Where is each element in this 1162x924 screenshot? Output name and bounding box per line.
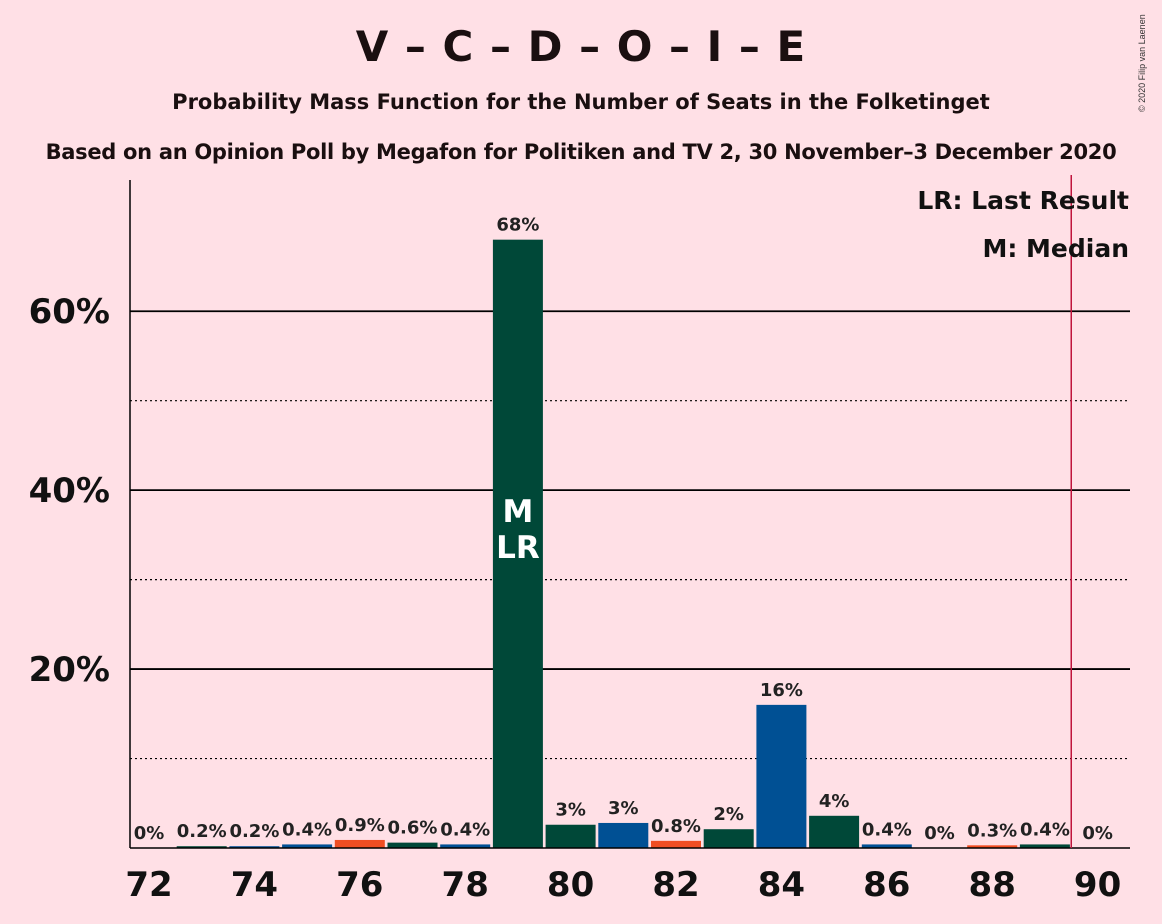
legend-entry-0: LR: Last Result	[917, 186, 1129, 215]
data-label-73: 0.2%	[177, 821, 227, 842]
bar-78	[440, 844, 491, 848]
chart-source-subtitle: Based on an Opinion Poll by Megafon for …	[45, 140, 1117, 164]
last-result-marker: LR	[496, 530, 540, 566]
bars	[176, 239, 1070, 849]
bar-89	[1019, 844, 1070, 848]
data-label-79: 68%	[496, 215, 539, 236]
tick-labels: 72 74 76 78 80 82 84 86 88 90 20% 40% 60%	[29, 292, 1122, 905]
y-tick-20: 20%	[29, 650, 110, 690]
data-label-83: 2%	[713, 804, 744, 825]
bar-73	[176, 846, 227, 848]
y-tick-60: 60%	[29, 292, 110, 332]
chart-subtitle: Probability Mass Function for the Number…	[172, 90, 990, 114]
x-tick-78: 78	[442, 865, 489, 905]
bar-76	[334, 839, 385, 848]
data-label-90: 0%	[1082, 823, 1113, 844]
legend: LR: Last Result M: Median	[917, 186, 1129, 263]
data-label-84: 16%	[760, 680, 803, 701]
bar-85	[809, 815, 860, 848]
bar-86	[861, 844, 912, 848]
data-label-86: 0.4%	[862, 819, 912, 840]
median-marker: M	[502, 494, 533, 530]
bar-84	[756, 704, 807, 848]
x-tick-76: 76	[336, 865, 383, 905]
y-tick-40: 40%	[29, 471, 110, 511]
bar-83	[703, 829, 754, 848]
data-label-78: 0.4%	[440, 819, 490, 840]
bar-74	[229, 846, 280, 848]
axes	[129, 175, 1130, 849]
data-label-72: 0%	[134, 823, 165, 844]
data-label-82: 0.8%	[651, 816, 701, 837]
data-label-75: 0.4%	[282, 819, 332, 840]
gridlines	[130, 310, 1130, 760]
x-tick-74: 74	[231, 865, 278, 905]
data-label-81: 3%	[608, 798, 639, 819]
x-tick-72: 72	[125, 865, 172, 905]
data-label-85: 4%	[819, 791, 850, 812]
data-label-77: 0.6%	[388, 818, 438, 839]
bar-77	[387, 842, 438, 848]
data-label-88: 0.3%	[967, 820, 1017, 841]
data-label-76: 0.9%	[335, 815, 385, 836]
bar-75	[282, 844, 333, 848]
data-label-87: 0%	[924, 823, 955, 844]
x-tick-86: 86	[863, 865, 910, 905]
bar-80	[545, 824, 596, 848]
chart-title: V – C – D – O – I – E	[355, 22, 807, 71]
data-label-80: 3%	[555, 800, 586, 821]
data-label-74: 0.2%	[229, 821, 279, 842]
data-label-89: 0.4%	[1020, 819, 1070, 840]
x-tick-90: 90	[1074, 865, 1121, 905]
bar-82	[651, 840, 701, 848]
x-tick-80: 80	[547, 865, 594, 905]
x-tick-82: 82	[652, 865, 699, 905]
bar-88	[967, 845, 1018, 848]
legend-entry-1: M: Median	[982, 234, 1129, 263]
bar-81	[598, 822, 649, 848]
x-tick-84: 84	[758, 865, 805, 905]
bar-79	[492, 239, 543, 849]
x-tick-88: 88	[969, 865, 1016, 905]
